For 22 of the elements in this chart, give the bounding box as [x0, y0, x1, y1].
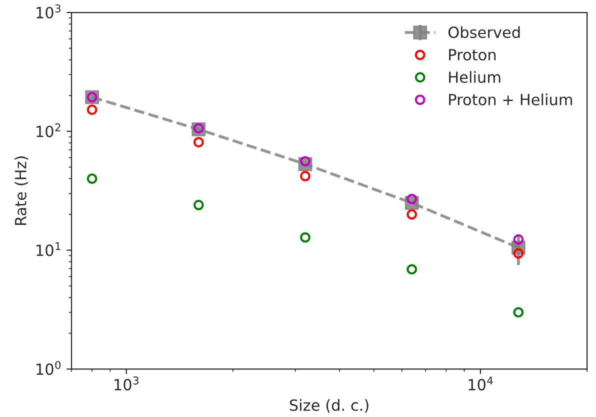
legend-label: Helium	[449, 71, 500, 83]
point	[300, 232, 310, 243]
y-tick-label: 10$^{0}$	[36, 360, 61, 375]
point	[513, 234, 524, 245]
point	[513, 248, 524, 259]
legend-label: Observed	[448, 26, 520, 38]
point	[193, 200, 204, 210]
point	[513, 307, 524, 318]
legend-label: Proton + Helium	[449, 94, 572, 106]
point	[300, 170, 310, 182]
x-tick-label: 10$^{4}$	[468, 376, 493, 390]
y-axis-title: Rate (Hz)	[14, 156, 28, 225]
point	[406, 264, 418, 275]
point	[193, 137, 204, 148]
y-tick-label: 10$^{1}$	[36, 242, 60, 256]
point	[406, 209, 418, 220]
legend-label: Proton	[449, 49, 496, 61]
y-tick-label: 10$^{3}$	[36, 4, 60, 18]
point	[86, 173, 98, 184]
point	[86, 104, 98, 115]
x-axis-title: Size (d. c.)	[290, 399, 368, 413]
y-tick-label: 10$^{2}$	[36, 123, 60, 138]
